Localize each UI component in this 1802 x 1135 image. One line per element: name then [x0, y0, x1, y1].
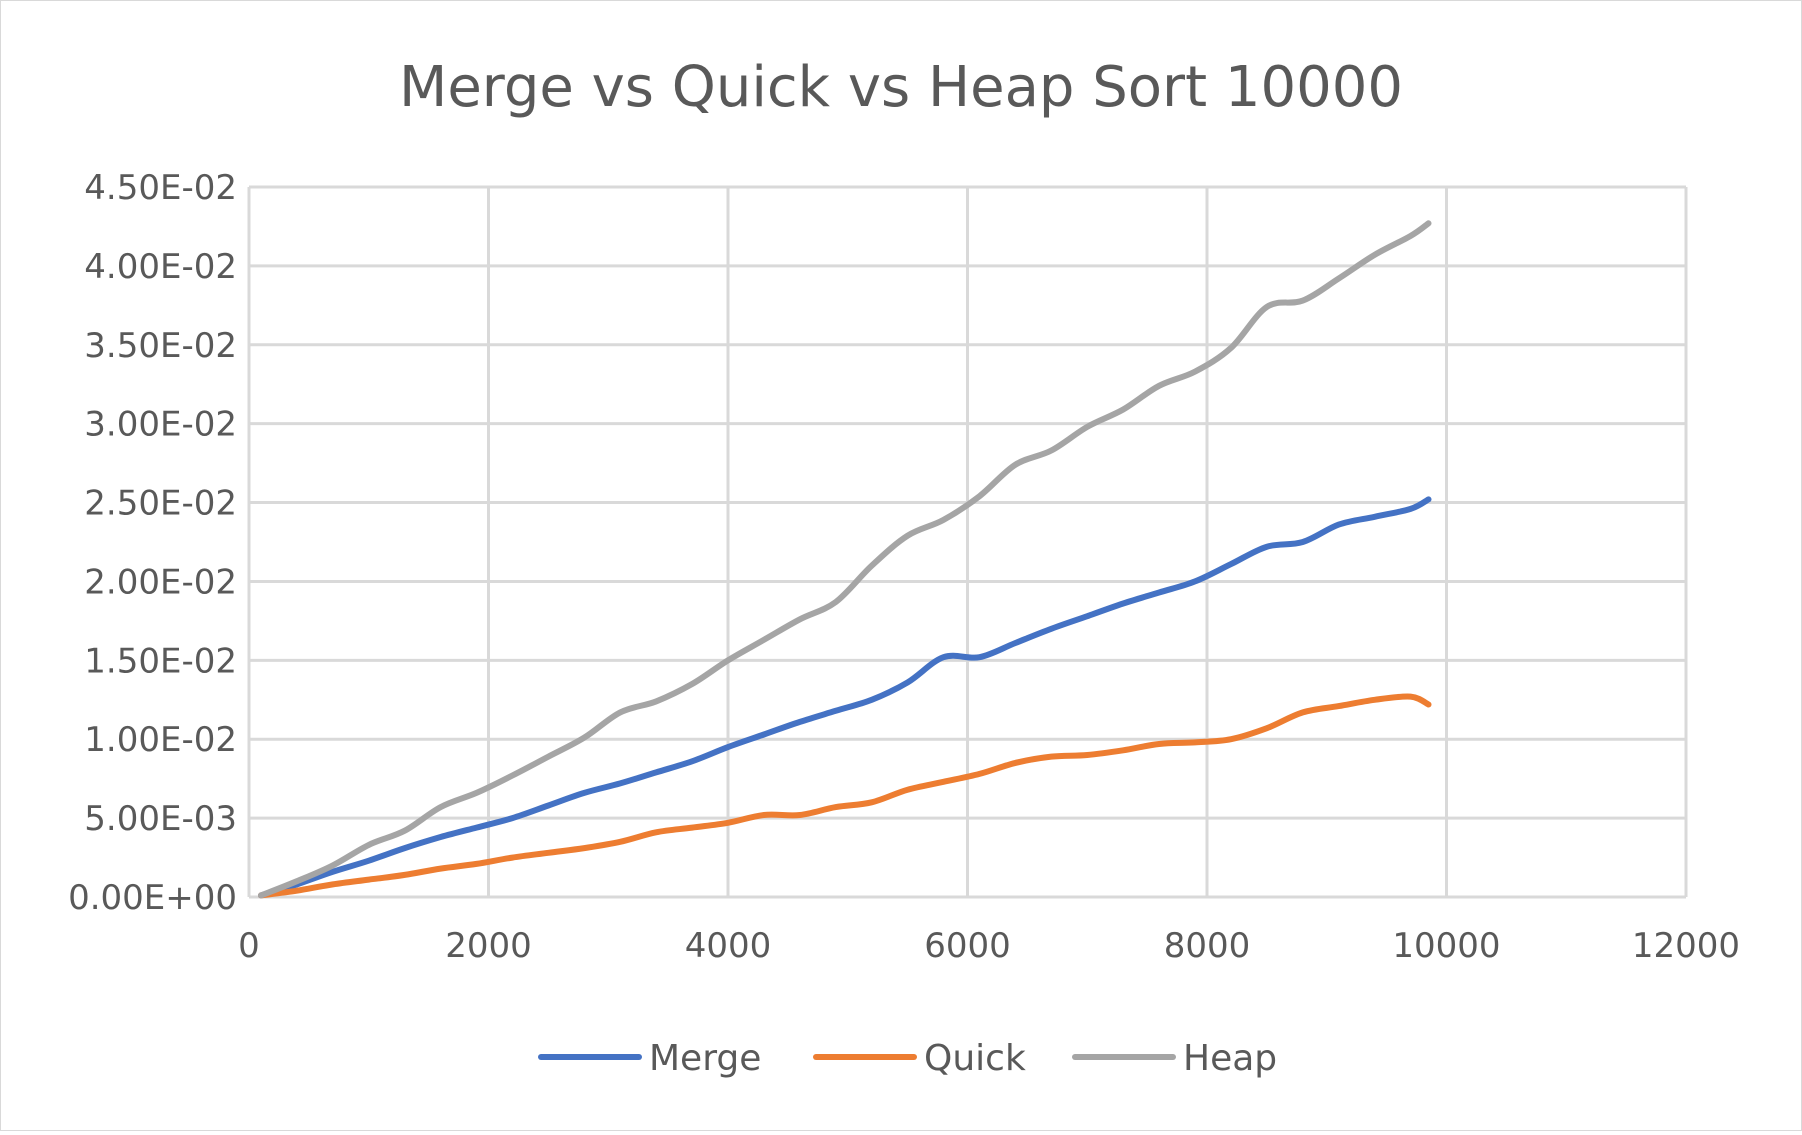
y-tick-label: 0.00E+00	[68, 878, 237, 918]
y-tick-label: 2.00E-02	[84, 562, 237, 602]
series-line-heap	[258, 220, 1432, 899]
y-tick-label: 1.50E-02	[84, 641, 237, 681]
chart-title: Merge vs Quick vs Heap Sort 10000	[399, 55, 1403, 120]
x-tick-label: 10000	[1392, 926, 1500, 966]
x-axis-tick-labels: 0 2000 4000 6000 8000 10000 12000	[238, 926, 1740, 966]
series-lines	[258, 220, 1432, 899]
x-tick-label: 12000	[1632, 926, 1740, 966]
x-tick-label: 6000	[924, 926, 1011, 966]
series-line-quick	[258, 693, 1432, 899]
legend: Merge Quick Heap	[538, 1038, 1277, 1079]
y-tick-label: 4.00E-02	[84, 247, 237, 287]
x-tick-label: 0	[238, 926, 260, 966]
y-tick-label: 3.00E-02	[84, 405, 237, 445]
series-line-merge	[258, 496, 1432, 899]
y-axis-tick-labels: 0.00E+00 5.00E-03 1.00E-02 1.50E-02 2.00E-02…	[68, 168, 237, 918]
legend-label-quick: Quick	[924, 1038, 1026, 1079]
gridlines	[247, 185, 1688, 899]
legend-label-merge: Merge	[649, 1038, 761, 1079]
y-tick-label: 4.50E-02	[84, 168, 237, 208]
y-tick-label: 2.50E-02	[84, 484, 237, 524]
y-tick-label: 5.00E-03	[84, 799, 237, 839]
x-tick-label: 4000	[685, 926, 772, 966]
x-tick-label: 8000	[1164, 926, 1251, 966]
x-tick-label: 2000	[445, 926, 532, 966]
y-tick-label: 1.00E-02	[84, 720, 237, 760]
legend-label-heap: Heap	[1183, 1038, 1277, 1079]
y-tick-label: 3.50E-02	[84, 326, 237, 366]
